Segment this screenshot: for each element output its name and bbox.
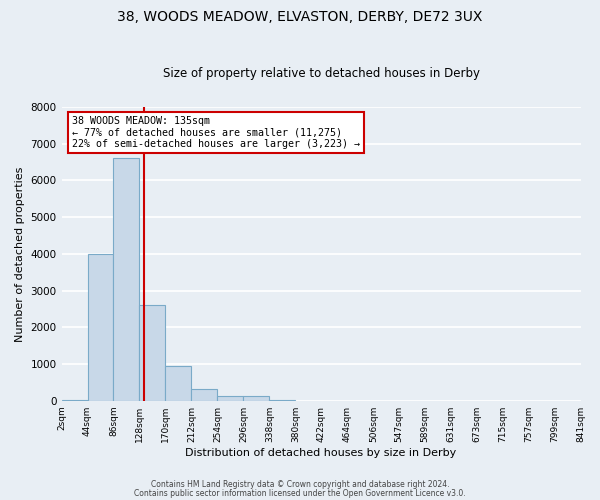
Bar xyxy=(113,158,139,400)
Text: Contains public sector information licensed under the Open Government Licence v3: Contains public sector information licen… xyxy=(134,488,466,498)
Bar xyxy=(139,306,166,400)
Text: 38, WOODS MEADOW, ELVASTON, DERBY, DE72 3UX: 38, WOODS MEADOW, ELVASTON, DERBY, DE72 … xyxy=(118,10,482,24)
Bar xyxy=(88,254,113,400)
Title: Size of property relative to detached houses in Derby: Size of property relative to detached ho… xyxy=(163,66,479,80)
Text: Contains HM Land Registry data © Crown copyright and database right 2024.: Contains HM Land Registry data © Crown c… xyxy=(151,480,449,489)
Bar xyxy=(244,396,269,400)
Y-axis label: Number of detached properties: Number of detached properties xyxy=(15,166,25,342)
Bar xyxy=(217,396,244,400)
X-axis label: Distribution of detached houses by size in Derby: Distribution of detached houses by size … xyxy=(185,448,457,458)
Bar xyxy=(191,389,217,400)
Text: 38 WOODS MEADOW: 135sqm
← 77% of detached houses are smaller (11,275)
22% of sem: 38 WOODS MEADOW: 135sqm ← 77% of detache… xyxy=(72,116,360,149)
Bar xyxy=(166,366,191,400)
